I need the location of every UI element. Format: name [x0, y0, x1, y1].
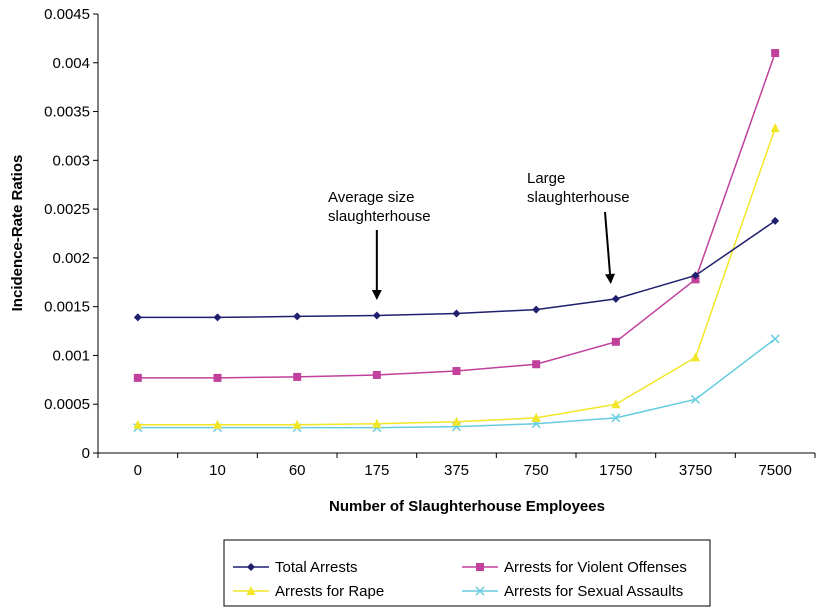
- data-point: [611, 399, 621, 409]
- data-point: [246, 586, 256, 595]
- y-tick-label: 0.001: [52, 347, 90, 364]
- data-point: [771, 216, 780, 225]
- data-point: [372, 370, 381, 379]
- x-axis-title: Number of Slaughterhouse Employees: [329, 498, 605, 515]
- data-point: [293, 372, 302, 381]
- x-tick-label: 1750: [599, 462, 632, 479]
- annotation-large: Large slaughterhouse: [527, 170, 630, 284]
- annotation-average-size: Average size slaughterhouse: [328, 189, 431, 300]
- data-point: [531, 412, 541, 422]
- data-point-stroke: [475, 586, 485, 596]
- data-point: [532, 360, 541, 369]
- data-point: [532, 305, 541, 314]
- series-arrests-for-violent-offenses: [133, 49, 780, 382]
- data-point: [475, 586, 485, 596]
- data-point: [293, 312, 302, 321]
- data-point: [133, 419, 143, 429]
- data-point: [452, 416, 461, 426]
- x-tick-label: 3750: [679, 462, 712, 479]
- data-point: [452, 367, 461, 376]
- legend-label: Arrests for Sexual Assaults: [504, 583, 683, 600]
- data-point: [133, 373, 142, 382]
- data-point: [611, 337, 620, 346]
- series-line: [137, 52, 776, 379]
- data-point-stroke: [770, 334, 780, 344]
- data-point: [213, 313, 222, 322]
- annotation-text: Average size: [328, 189, 414, 206]
- data-point: [476, 563, 484, 571]
- y-tick-label: 0.0015: [44, 299, 90, 316]
- data-point: [611, 294, 620, 303]
- annotation-arrow-head: [371, 290, 382, 300]
- data-point: [247, 563, 255, 571]
- legend-label: Arrests for Rape: [275, 583, 384, 600]
- data-point: [770, 123, 780, 133]
- axes: 0 0.0005 0.001 0.0015 0.002 0.0025 0.003 0.0035…: [44, 6, 816, 479]
- legend-label: Arrests for Violent Offenses: [504, 559, 687, 576]
- annotation-text: Large: [527, 170, 565, 187]
- y-tick-label: 0.0035: [44, 104, 90, 121]
- x-tick-label: 60: [289, 462, 306, 479]
- legend-item: Arrests for Violent Offenses: [462, 559, 687, 576]
- annotation-arrow-shaft: [604, 211, 612, 275]
- data-point: [771, 49, 780, 58]
- legend-item: Arrests for Rape: [233, 583, 384, 600]
- data-point: [213, 373, 222, 382]
- data-point: [691, 271, 700, 280]
- annotation-text: slaughterhouse: [328, 208, 431, 225]
- data-point: [372, 418, 382, 428]
- legend-item: Arrests for Sexual Assaults: [462, 583, 683, 600]
- y-tick-label: 0.0045: [44, 6, 90, 23]
- data-point: [213, 419, 222, 429]
- y-tick-label: 0.004: [52, 55, 90, 72]
- x-tick-label: 0: [134, 462, 142, 479]
- annotations: Average size slaughterhouse Large slaughter…: [328, 170, 630, 300]
- x-tick-label: 750: [524, 462, 549, 479]
- data-point: [292, 419, 302, 429]
- y-tick-label: 0.0025: [44, 201, 90, 218]
- series-line: [137, 127, 776, 426]
- data-point-stroke: [611, 413, 621, 423]
- legend-item: Total Arrests: [233, 559, 358, 576]
- annotation-arrow-head: [605, 273, 616, 284]
- data-point: [691, 352, 700, 362]
- series-line: [137, 338, 776, 429]
- y-axis-title: Incidence-Rate Ratios: [9, 155, 26, 312]
- data-point: [452, 309, 461, 318]
- series-arrests-for-rape: [133, 123, 780, 429]
- annotation-text: slaughterhouse: [527, 189, 630, 206]
- data-point: [372, 311, 381, 320]
- legend-label: Total Arrests: [275, 559, 358, 576]
- data-point-stroke: [690, 394, 701, 404]
- legend-box: [223, 539, 711, 607]
- x-tick-label: 375: [444, 462, 469, 479]
- series-total-arrests: [133, 216, 780, 322]
- x-tick-label: 175: [364, 462, 389, 479]
- data-point: [133, 313, 142, 322]
- data-point: [611, 413, 621, 423]
- x-tick-label: 7500: [758, 462, 791, 479]
- y-tick-label: 0.003: [52, 152, 90, 169]
- legend: Total Arrests Arrests for Violent Offense…: [223, 539, 711, 607]
- y-tick-label: 0.0005: [44, 396, 90, 413]
- series-line: [137, 220, 776, 319]
- series-layer: [133, 49, 780, 433]
- x-tick-label: 10: [209, 462, 226, 479]
- data-point: [690, 394, 701, 404]
- data-point: [770, 334, 780, 344]
- y-tick-label: 0.002: [52, 250, 90, 267]
- y-tick-label: 0: [82, 445, 90, 462]
